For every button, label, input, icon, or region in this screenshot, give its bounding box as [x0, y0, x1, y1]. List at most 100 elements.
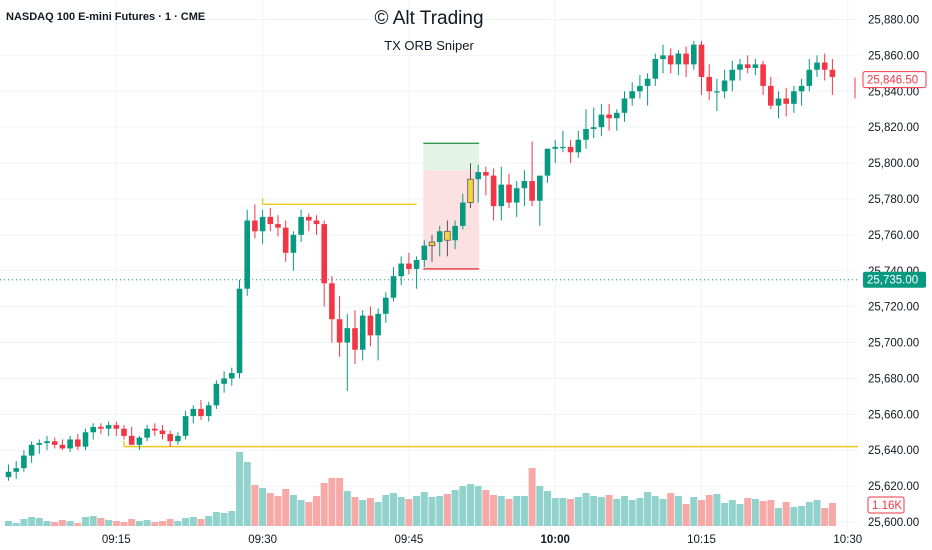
- candle-body: [336, 319, 343, 343]
- volume-value-label: 1.16K: [872, 500, 902, 512]
- price-tick-label: 25,760.00: [868, 230, 919, 242]
- price-tick-label: 25,880.00: [868, 15, 919, 27]
- candle-body: [737, 64, 743, 70]
- candle-body: [121, 428, 127, 436]
- candle-body: [290, 234, 297, 253]
- price-tick-label: 25,640.00: [868, 445, 919, 457]
- volume-bar: [505, 499, 513, 526]
- volume-bar: [744, 498, 752, 526]
- candle-body: [506, 184, 512, 203]
- volume-bar: [728, 500, 736, 526]
- candle-body: [606, 114, 612, 119]
- price-tick-label: 25,600.00: [868, 517, 919, 529]
- volume-bar: [405, 499, 413, 526]
- volume-bar: [328, 478, 336, 526]
- candle-body: [683, 53, 689, 65]
- candle-body: [814, 62, 820, 70]
- time-tick-label: 10:15: [687, 534, 716, 546]
- volume-badge: [867, 496, 905, 514]
- volume-bar: [351, 497, 359, 526]
- target-zone: [423, 143, 480, 171]
- symbol-title[interactable]: NASDAQ 100 E-mini Futures · 1 · CME: [6, 11, 206, 23]
- candle-body: [36, 443, 43, 445]
- volume-bar: [736, 504, 744, 526]
- volume-bar: [751, 499, 759, 526]
- volume-bars: [5, 452, 836, 526]
- candle-body: [560, 146, 566, 149]
- candle-body: [444, 230, 451, 241]
- candle-body: [344, 328, 351, 343]
- volume-bar: [798, 506, 806, 526]
- volume-bar: [443, 494, 451, 526]
- candle-body: [567, 146, 574, 153]
- candle-body: [82, 432, 89, 447]
- candle-body: [637, 85, 643, 92]
- volume-bar: [544, 491, 551, 526]
- price-tick-label: 25,680.00: [868, 373, 919, 385]
- volume-bar: [390, 493, 397, 526]
- candle-body: [113, 425, 120, 429]
- volume-bar: [89, 516, 97, 526]
- candle-body: [721, 80, 728, 92]
- volume-bar: [590, 496, 598, 526]
- candle-body: [406, 263, 412, 269]
- volume-bar: [320, 483, 328, 526]
- price-tick-label: 25,700.00: [868, 338, 919, 350]
- candle-body: [21, 455, 27, 469]
- volume-bar: [513, 496, 521, 526]
- volume-bar: [228, 511, 236, 526]
- candle-body: [652, 58, 659, 79]
- volume-bar: [436, 496, 444, 526]
- volume-bar: [112, 521, 120, 526]
- candle-body: [660, 55, 666, 59]
- candle-body: [159, 430, 166, 435]
- volume-bar: [51, 522, 59, 526]
- volume-bar: [220, 513, 228, 526]
- volume-bar: [82, 517, 89, 526]
- volume-bar: [420, 492, 428, 526]
- candle-body: [428, 241, 436, 247]
- candle-body: [390, 276, 397, 298]
- candle-body: [198, 408, 204, 417]
- indicator-name[interactable]: TX ORB Sniper: [384, 38, 474, 53]
- volume-bar: [536, 486, 544, 526]
- candle-body: [644, 78, 651, 86]
- volume-bar: [74, 523, 82, 526]
- candle-body: [383, 297, 389, 314]
- candle-body: [205, 405, 212, 417]
- candle-body: [621, 98, 628, 113]
- candle-body: [783, 98, 789, 104]
- candle-body: [244, 220, 250, 289]
- volume-bar: [528, 468, 536, 526]
- candle-body: [744, 64, 751, 68]
- volume-bar: [305, 502, 313, 526]
- volume-bar: [613, 499, 621, 526]
- price-tick-label: 25,620.00: [868, 481, 919, 493]
- current-price-badge: [863, 271, 926, 288]
- last-price-badge: [862, 71, 927, 89]
- volume-bar: [690, 497, 698, 526]
- candle-body: [798, 85, 805, 92]
- volume-bar: [821, 508, 829, 526]
- volume-bar: [43, 521, 51, 526]
- candle-body: [436, 231, 443, 243]
- candle-body: [59, 444, 66, 449]
- volume-bar: [282, 489, 290, 526]
- volume-bar: [151, 522, 159, 526]
- time-tick-label: 10:30: [833, 534, 862, 546]
- price-tick-label: 25,860.00: [868, 50, 919, 62]
- volume-bar: [336, 478, 344, 526]
- candle-body: [460, 202, 466, 226]
- volume-bar: [705, 495, 713, 526]
- volume-bar: [397, 497, 405, 526]
- volume-bar: [805, 502, 813, 526]
- candle-body: [313, 220, 320, 225]
- volume-bar: [451, 490, 459, 526]
- volume-bar: [374, 502, 382, 526]
- volume-bar: [775, 508, 782, 526]
- candle-body: [28, 444, 35, 456]
- volume-bar: [20, 519, 28, 526]
- candle-body: [136, 437, 143, 445]
- candle-body: [775, 98, 782, 106]
